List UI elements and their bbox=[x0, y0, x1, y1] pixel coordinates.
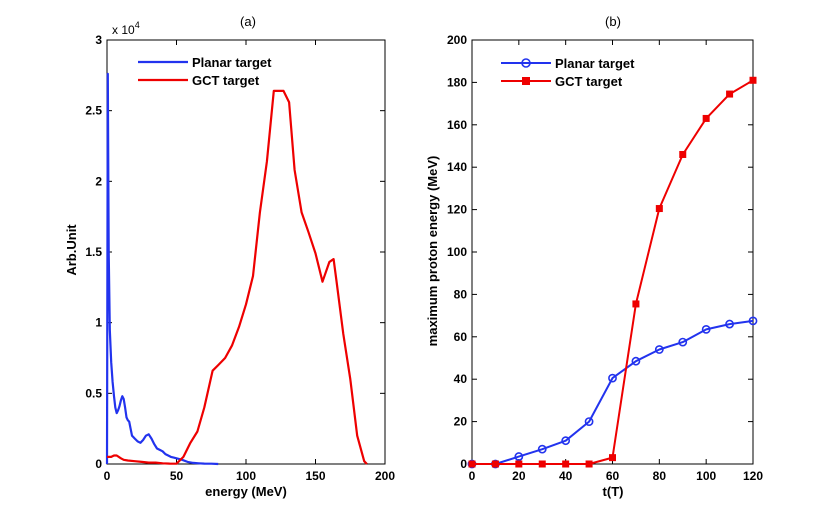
panel-b-point-circle bbox=[631, 356, 641, 366]
panel-a-y-tick-label: 0.5 bbox=[85, 386, 102, 400]
panel-b-x-tick-label: 120 bbox=[743, 469, 763, 483]
panel-b-point-square bbox=[632, 300, 640, 308]
panel-b-x-tick-label: 40 bbox=[559, 469, 573, 483]
panel-a-y-tick-label: 1 bbox=[95, 316, 102, 330]
legend-label-planar: Planar target bbox=[192, 55, 272, 70]
panel-a-y-tick-label: 1.5 bbox=[85, 245, 102, 259]
panel-a-y-tick-label: 0 bbox=[95, 457, 102, 471]
panel-b-point-square bbox=[585, 460, 593, 468]
panel-a-series-line-1 bbox=[107, 89, 368, 465]
panel-a-plot-box bbox=[106, 39, 386, 465]
panel-b-y-axis-label: maximum proton energy (MeV) bbox=[425, 156, 440, 347]
panel-b-x-tick-label: 20 bbox=[512, 469, 526, 483]
panel-b-point-circle bbox=[561, 436, 571, 446]
panel-a-energy-spectrum: (a) x 104 0 50 100 150 200 0 0.5 1 1.5 2 2.5 3 Plan… bbox=[64, 14, 395, 499]
panel-b-y-tick-label: 20 bbox=[454, 415, 468, 429]
legend-marker-circle bbox=[521, 58, 531, 68]
panel-b-y-tick-label: 180 bbox=[447, 75, 467, 89]
panel-b-x-tick-label: 80 bbox=[653, 469, 667, 483]
panel-b-max-energy: (b) 0 20 40 60 80 100 120 0 20 40 60 80 100 120 140 160… bbox=[425, 14, 763, 499]
panel-b-x-tick-label: 100 bbox=[696, 469, 716, 483]
legend-label-planar-b: Planar target bbox=[555, 56, 635, 71]
panel-b-y-tick-label: 200 bbox=[447, 33, 467, 47]
panel-b-point-circle bbox=[678, 337, 688, 347]
panel-b-y-tick-label: 80 bbox=[454, 287, 468, 301]
panel-b-y-tick-label: 40 bbox=[454, 372, 468, 386]
panel-b-point-square bbox=[679, 150, 687, 158]
panel-a-axes: 0 50 100 150 200 0 0.5 1 1.5 2 2.5 3 bbox=[85, 33, 395, 483]
panel-a-x-tick-label: 100 bbox=[236, 469, 256, 483]
panel-a-label: (a) bbox=[240, 14, 256, 29]
panel-b-point-square bbox=[702, 114, 710, 122]
panel-b-point-circle bbox=[537, 444, 547, 454]
panel-a-y-multiplier: x 104 bbox=[112, 20, 140, 37]
legend-label-gct-b: GCT target bbox=[555, 74, 623, 89]
panel-b-series bbox=[467, 76, 758, 469]
panel-b-point-circle bbox=[514, 452, 524, 461]
panel-b-point-circle bbox=[748, 316, 758, 326]
legend-label-gct: GCT target bbox=[192, 73, 260, 88]
panel-b-series-line-1 bbox=[472, 79, 754, 465]
panel-b-point-circle bbox=[608, 373, 617, 383]
panel-b-y-tick-label: 0 bbox=[460, 457, 467, 471]
panel-b-y-tick-label: 160 bbox=[447, 118, 467, 132]
panel-b-y-tick-label: 60 bbox=[454, 330, 468, 344]
panel-b-point-circle bbox=[654, 345, 664, 354]
panel-b-point-circle bbox=[584, 417, 594, 426]
panel-a-x-tick-label: 150 bbox=[305, 469, 325, 483]
panel-b-y-tick-label: 120 bbox=[447, 203, 467, 217]
panel-b-point-circle bbox=[701, 324, 711, 334]
panel-b-y-tick-label: 140 bbox=[447, 160, 467, 174]
panel-b-x-tick-label: 0 bbox=[469, 469, 476, 483]
panel-b-point-square bbox=[562, 460, 570, 468]
panel-b-x-tick-label: 60 bbox=[606, 469, 620, 483]
panel-b-point-square bbox=[468, 460, 476, 468]
panel-a-series bbox=[105, 72, 368, 466]
panel-b-point-circle bbox=[725, 319, 734, 329]
panel-a-y-tick-label: 2 bbox=[95, 174, 102, 188]
panel-a-y-axis-label: Arb.Unit bbox=[64, 224, 79, 276]
panel-a-y-tick-label: 3 bbox=[95, 33, 102, 47]
panel-b-legend: Planar target GCT target bbox=[501, 56, 635, 89]
panel-b-point-square bbox=[726, 90, 734, 98]
panel-b-y-tick-label: 100 bbox=[447, 245, 467, 259]
panel-b-axes: 0 20 40 60 80 100 120 0 20 40 60 80 100 120 140 160 180 2… bbox=[447, 33, 763, 483]
panel-b-point-square bbox=[491, 460, 499, 468]
panel-a-y-tick-label: 2.5 bbox=[85, 104, 102, 118]
panel-a-x-axis-label: energy (MeV) bbox=[205, 484, 287, 499]
panel-b-point-square bbox=[749, 76, 757, 84]
panel-a-series-line-0 bbox=[105, 72, 219, 466]
panel-a-legend: Planar target GCT target bbox=[138, 55, 272, 88]
panel-b-point-square bbox=[538, 460, 546, 468]
panel-b-label: (b) bbox=[605, 14, 621, 29]
legend-marker-square bbox=[522, 77, 530, 85]
panel-b-point-square bbox=[655, 205, 663, 213]
panel-a-x-tick-label: 0 bbox=[104, 469, 111, 483]
panel-b-point-square bbox=[515, 460, 523, 468]
panel-b-x-axis-label: t(T) bbox=[603, 484, 624, 499]
panel-b-point-square bbox=[609, 454, 616, 462]
panel-b-series-line-0 bbox=[472, 319, 754, 465]
panel-b-plot-box bbox=[471, 39, 754, 465]
panel-a-x-tick-label: 200 bbox=[375, 469, 395, 483]
panel-a-x-tick-label: 50 bbox=[170, 469, 184, 483]
